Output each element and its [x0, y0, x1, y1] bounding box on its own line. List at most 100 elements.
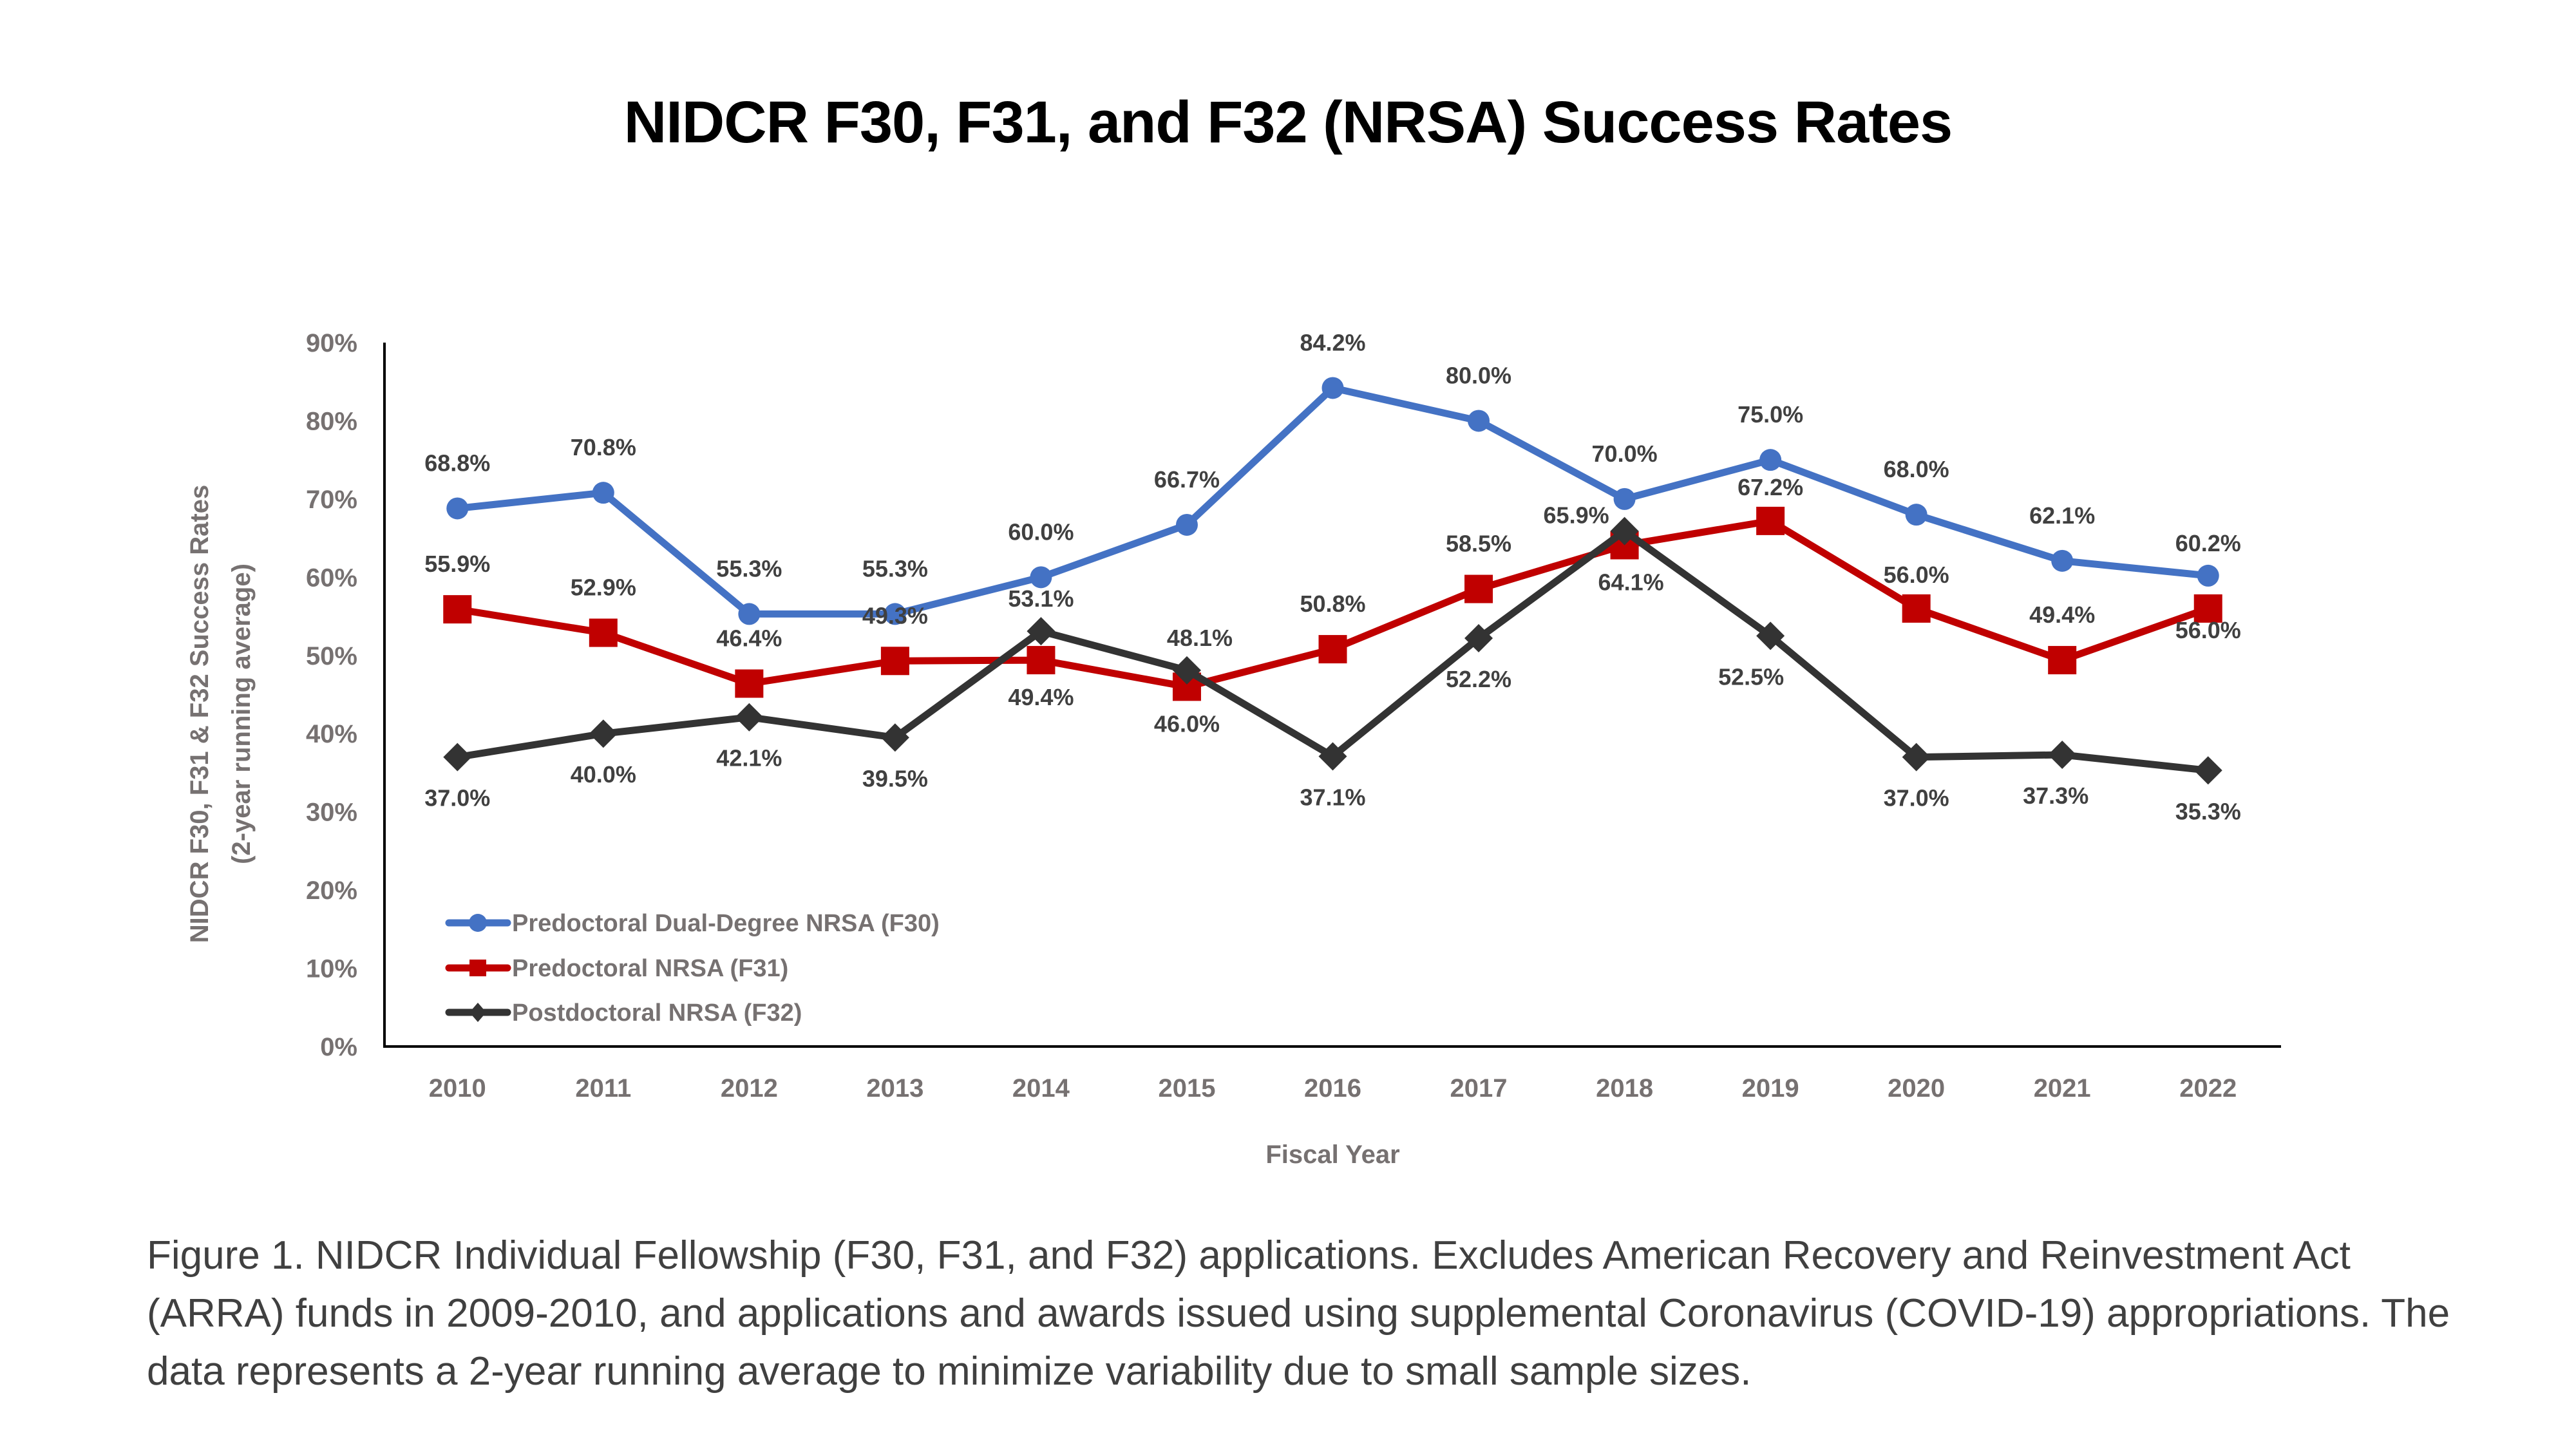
figure-caption: Figure 1. NIDCR Individual Fellowship (F… [147, 1233, 2450, 1394]
data-label: 56.0% [1884, 562, 1949, 588]
x-axis-title: Fiscal Year [1265, 1141, 1399, 1169]
legend-item: Predoctoral NRSA (F31) [445, 955, 788, 982]
legend-diamond-icon [469, 1003, 486, 1022]
y-tick-label: 10% [306, 955, 357, 983]
x-tick-label: 2021 [2034, 1074, 2091, 1103]
legend-label: Predoctoral Dual-Degree NRSA (F30) [512, 910, 940, 937]
data-label: 55.3% [862, 555, 928, 582]
series-diamond-group [443, 516, 2222, 785]
y-axis-title-line-2: (2-year running average) [227, 564, 256, 864]
data-point-circle [1759, 449, 1782, 471]
data-point-square [2193, 594, 2222, 623]
data-point-diamond [589, 719, 618, 748]
data-point-diamond [443, 743, 472, 772]
data-point-square [443, 595, 472, 624]
data-label: 68.8% [424, 450, 490, 476]
data-point-circle [884, 603, 906, 625]
data-label: 84.2% [1300, 329, 1365, 355]
data-point-square [735, 669, 764, 698]
y-tick-label: 50% [306, 642, 357, 670]
data-point-square [1027, 646, 1056, 675]
data-label: 56.0% [2175, 617, 2241, 643]
data-point-circle [1905, 504, 1927, 526]
data-label: 64.1% [1598, 569, 1664, 596]
x-tick-label: 2010 [429, 1074, 486, 1103]
data-label: 49.4% [2029, 601, 2095, 628]
data-point-circle [1321, 377, 1344, 399]
data-label: 55.9% [424, 551, 490, 577]
data-label: 48.1% [1167, 625, 1233, 651]
x-tick-label: 2014 [1012, 1074, 1070, 1103]
data-point-diamond [2048, 741, 2077, 770]
data-point-circle [1175, 513, 1198, 536]
data-point-square [2048, 646, 2077, 675]
chart-title: NIDCR F30, F31, and F32 (NRSA) Success R… [623, 90, 1953, 155]
y-tick-label: 0% [320, 1033, 357, 1061]
data-label: 80.0% [1446, 362, 1511, 388]
data-point-circle [1030, 566, 1052, 589]
x-tick-label: 2020 [1888, 1074, 1945, 1103]
x-tick-label: 2013 [866, 1074, 923, 1103]
data-label: 40.0% [571, 761, 636, 788]
x-tick-label: 2018 [1596, 1074, 1653, 1103]
data-label: 37.1% [1300, 784, 1365, 810]
data-labels-layer: 68.8% 70.8% 55.3% 55.3% 60.0% 66.7% 84.2% 80.0%… [424, 329, 2241, 824]
data-point-square [1902, 594, 1931, 623]
y-tick-label: 40% [306, 720, 357, 748]
data-point-circle [1613, 488, 1636, 510]
data-label: 66.7% [1154, 466, 1220, 493]
x-axis-ticks: 2010 2011 2012 2013 2014 2015 2016 2017 2018 2019… [429, 1074, 2237, 1103]
y-axis-title-line-1: NIDCR F30, F31 & F32 Success Rates [185, 485, 214, 943]
data-point-square [589, 618, 618, 647]
data-point-square [1318, 635, 1347, 664]
legend-label: Postdoctoral NRSA (F32) [512, 999, 802, 1027]
series-layer [443, 377, 2222, 785]
x-tick-label: 2011 [575, 1074, 631, 1103]
data-label: 70.0% [1592, 440, 1658, 467]
data-point-diamond [1318, 742, 1347, 771]
data-label: 52.2% [1446, 666, 1511, 692]
data-point-circle [592, 482, 614, 504]
legend-item: Predoctoral Dual-Degree NRSA (F30) [445, 910, 940, 937]
data-label: 55.3% [716, 555, 782, 582]
x-tick-label: 2022 [2179, 1074, 2237, 1103]
data-label: 52.9% [571, 574, 636, 601]
data-label: 70.8% [571, 434, 636, 460]
data-label: 46.0% [1154, 710, 1220, 737]
series-circle-group [446, 377, 2219, 625]
y-tick-label: 90% [306, 329, 357, 357]
x-tick-label: 2017 [1450, 1074, 1508, 1103]
x-tick-label: 2012 [721, 1074, 778, 1103]
data-point-square [880, 647, 909, 676]
y-tick-label: 20% [306, 876, 357, 905]
data-point-diamond [735, 703, 764, 732]
legend-square-icon [469, 960, 486, 976]
y-tick-label: 60% [306, 564, 357, 592]
data-label: 68.0% [1884, 456, 1949, 482]
data-label: 46.4% [716, 625, 782, 651]
data-label: 60.0% [1008, 518, 1074, 545]
y-tick-label: 80% [306, 407, 357, 435]
data-label: 53.1% [1008, 585, 1074, 612]
data-point-circle [2051, 549, 2074, 572]
y-tick-label: 30% [306, 799, 357, 827]
data-point-diamond [1172, 656, 1201, 685]
data-point-diamond [2193, 756, 2222, 785]
data-label: 39.5% [862, 765, 928, 791]
data-point-diamond [1464, 624, 1493, 653]
data-label: 37.3% [2023, 782, 2088, 809]
x-tick-label: 2019 [1742, 1074, 1799, 1103]
data-point-diamond [880, 723, 909, 752]
data-point-circle [1468, 410, 1490, 432]
legend-label: Predoctoral NRSA (F31) [512, 955, 788, 982]
x-tick-label: 2015 [1158, 1074, 1215, 1103]
data-label: 37.0% [424, 785, 490, 811]
data-label: 35.3% [2175, 798, 2241, 824]
data-label: 67.2% [1738, 474, 1803, 500]
y-axis-ticks: 0% 10% 20% 30% 40% 50% 60% 70% 80% 90% [306, 329, 357, 1061]
y-axis-title: NIDCR F30, F31 & F32 Success Rates (2-ye… [185, 485, 256, 943]
data-point-diamond [1027, 617, 1056, 646]
data-point-diamond [1902, 743, 1931, 772]
data-label: 60.2% [2175, 530, 2241, 556]
data-point-square [1756, 506, 1785, 535]
